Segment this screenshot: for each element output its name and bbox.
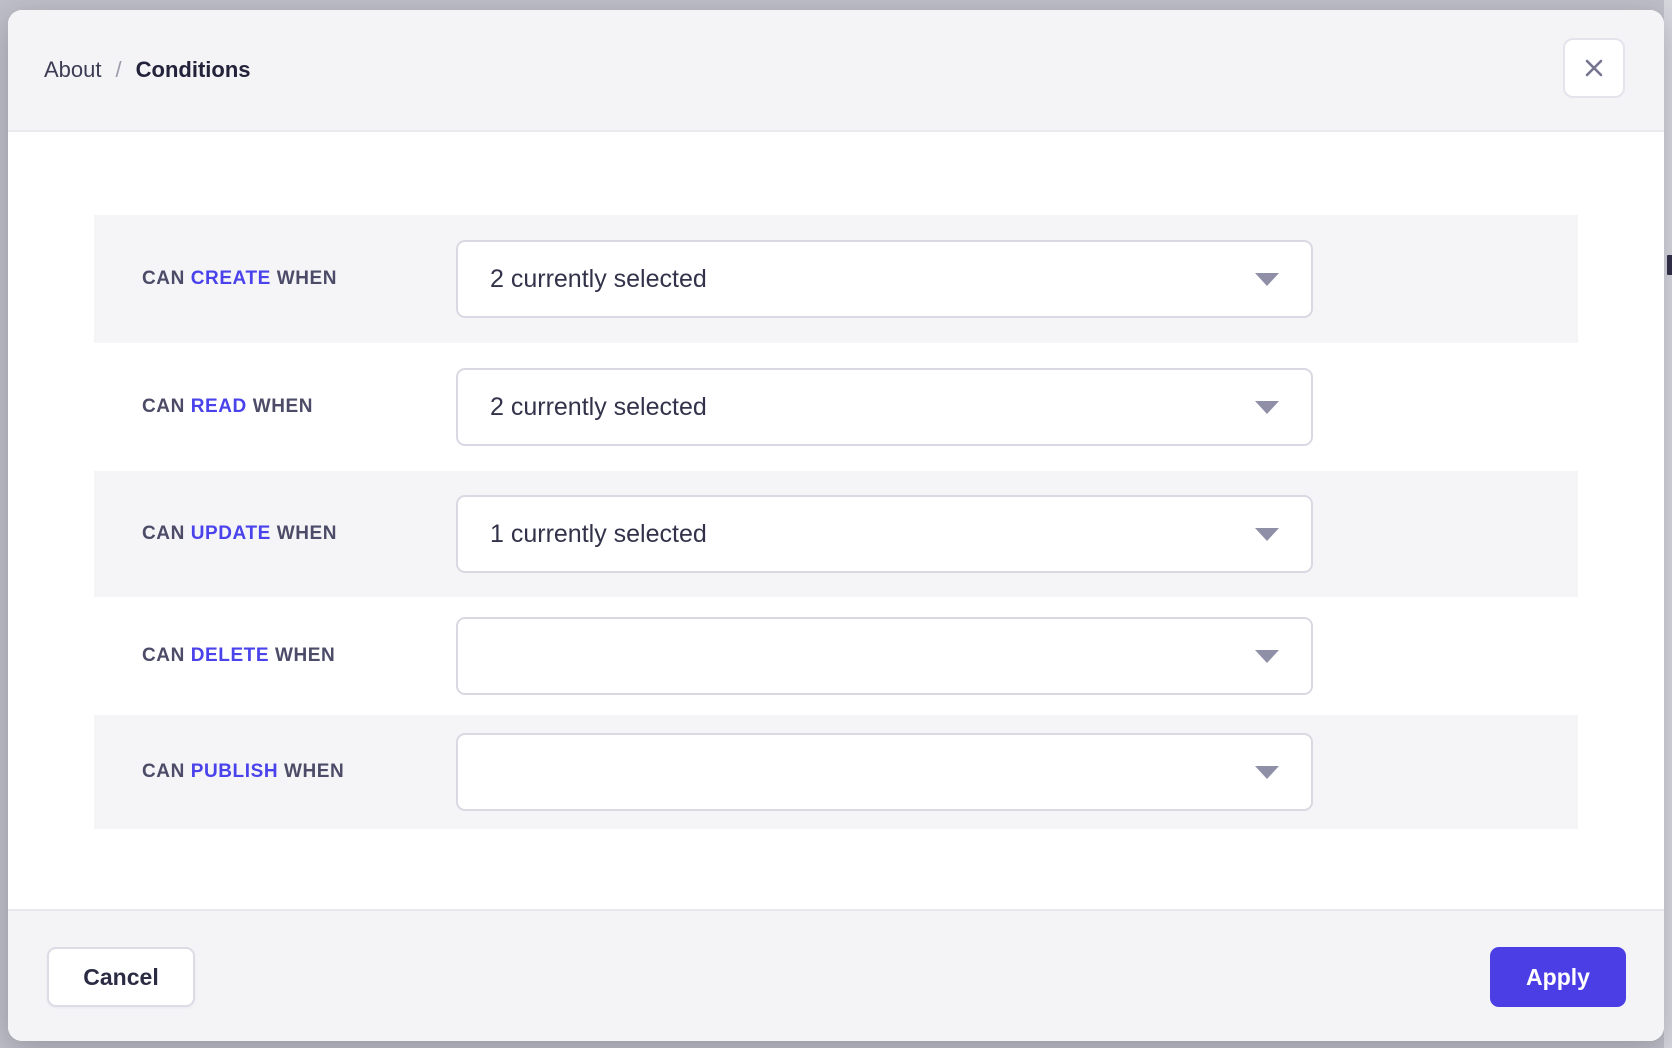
permission-row-create: CAN CREATE WHEN 2 currently selected xyxy=(94,215,1578,343)
label-action: DELETE xyxy=(190,645,270,666)
permission-label: CAN DELETE WHEN xyxy=(142,645,335,667)
selected-value: 2 currently selected xyxy=(490,264,707,293)
label-prefix: CAN xyxy=(142,268,185,289)
permission-row-publish: CAN PUBLISH WHEN xyxy=(94,715,1578,829)
chevron-down-icon xyxy=(1255,273,1279,286)
label-prefix: CAN xyxy=(142,645,185,666)
background-page-sliver xyxy=(1664,0,1672,1048)
permission-row-delete: CAN DELETE WHEN xyxy=(94,597,1578,715)
label-action: READ xyxy=(190,396,247,417)
breadcrumb-item-about[interactable]: About xyxy=(44,57,102,82)
read-condition-select[interactable]: 2 currently selected xyxy=(456,368,1313,446)
permission-label: CAN CREATE WHEN xyxy=(142,268,337,290)
cancel-button[interactable]: Cancel xyxy=(47,947,195,1007)
delete-condition-select[interactable] xyxy=(456,617,1313,695)
label-suffix: WHEN xyxy=(276,523,338,544)
chevron-down-icon xyxy=(1255,401,1279,414)
permission-row-read: CAN READ WHEN 2 currently selected xyxy=(94,343,1578,471)
label-prefix: CAN xyxy=(142,396,185,417)
permission-label: CAN UPDATE WHEN xyxy=(142,523,337,545)
permission-label: CAN READ WHEN xyxy=(142,396,313,418)
label-prefix: CAN xyxy=(142,523,185,544)
label-action: CREATE xyxy=(190,268,271,289)
close-icon xyxy=(1582,56,1606,80)
chevron-down-icon xyxy=(1255,766,1279,779)
background-page-text-artifact xyxy=(1667,255,1672,275)
label-suffix: WHEN xyxy=(283,761,345,782)
chevron-down-icon xyxy=(1255,528,1279,541)
permissions-list: CAN CREATE WHEN 2 currently selected CAN… xyxy=(94,215,1578,829)
label-suffix: WHEN xyxy=(274,645,336,666)
publish-condition-select[interactable] xyxy=(456,733,1313,811)
selected-value: 2 currently selected xyxy=(490,392,707,421)
label-action: UPDATE xyxy=(190,523,271,544)
label-action: PUBLISH xyxy=(190,761,279,782)
close-button[interactable] xyxy=(1563,38,1625,98)
selected-value: 1 currently selected xyxy=(490,519,707,548)
update-condition-select[interactable]: 1 currently selected xyxy=(456,495,1313,573)
label-suffix: WHEN xyxy=(276,268,338,289)
conditions-modal: About / Conditions CAN CREATE WHEN xyxy=(8,10,1664,1041)
breadcrumb-separator: / xyxy=(115,57,122,82)
breadcrumb-item-conditions: Conditions xyxy=(135,57,251,82)
modal-header: About / Conditions xyxy=(8,10,1664,132)
create-condition-select[interactable]: 2 currently selected xyxy=(456,240,1313,318)
apply-button[interactable]: Apply xyxy=(1490,947,1626,1007)
modal-footer: Cancel Apply xyxy=(8,909,1664,1041)
permission-row-update: CAN UPDATE WHEN 1 currently selected xyxy=(94,471,1578,597)
label-suffix: WHEN xyxy=(252,396,314,417)
chevron-down-icon xyxy=(1255,650,1279,663)
label-prefix: CAN xyxy=(142,761,185,782)
breadcrumb: About / Conditions xyxy=(44,57,251,83)
permission-label: CAN PUBLISH WHEN xyxy=(142,761,344,783)
